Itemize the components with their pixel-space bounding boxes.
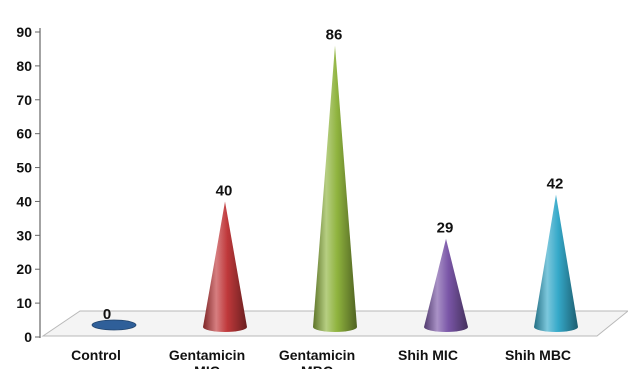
y-tick-label: 70 (16, 92, 32, 108)
y-tick-label: 10 (16, 295, 32, 311)
x-axis-labels: Control GentamicinMIC GentamicinMBC Shih MI… (71, 347, 571, 374)
data-label: 40 (216, 182, 233, 199)
y-tick-label: 60 (16, 126, 32, 142)
bar-shih-mbc (534, 194, 578, 332)
y-tick-label: 80 (16, 58, 32, 74)
chart-bars (91, 45, 578, 333)
y-tick-label: 20 (16, 261, 32, 277)
y-tick-label: 0 (24, 329, 32, 345)
data-label: 0 (103, 306, 111, 323)
bar-gentamicin-mbc (313, 45, 357, 333)
data-label: 42 (547, 176, 564, 193)
x-tick-label: GentamicinMIC (169, 347, 245, 369)
y-axis: 0 10 20 30 40 50 60 70 80 90 (16, 24, 41, 345)
x-tick-label: Shih MBC (505, 347, 571, 363)
bar-gentamicin-mic (203, 201, 247, 332)
data-label: 29 (437, 220, 454, 237)
y-tick-label: 90 (16, 24, 32, 40)
bar-shih-mic (424, 238, 468, 332)
x-tick-label: GentamicinMBC (279, 347, 355, 369)
y-tick-label: 30 (16, 227, 32, 243)
bar-control (91, 319, 137, 331)
y-tick-label: 50 (16, 160, 32, 176)
data-label: 86 (326, 27, 343, 44)
x-tick-label: Control (71, 347, 121, 363)
chart-labels: 0 40 86 29 42 (103, 27, 564, 323)
x-tick-label: Shih MIC (398, 347, 458, 363)
y-tick-label: 40 (16, 193, 32, 209)
